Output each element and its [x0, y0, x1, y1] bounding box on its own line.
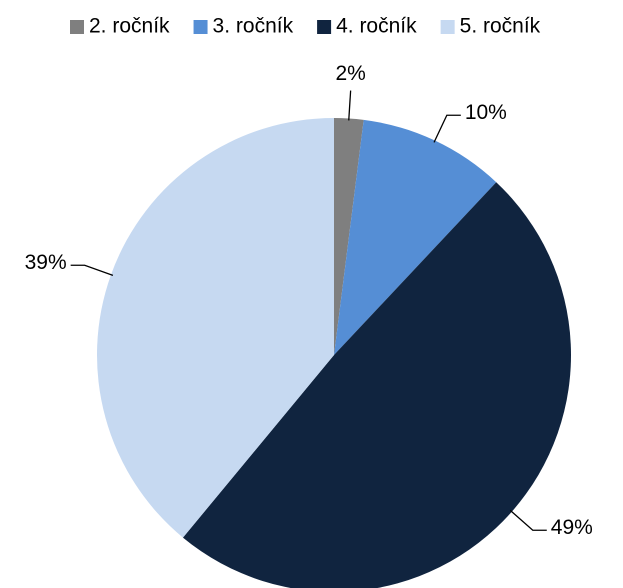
pie-slice: [334, 119, 497, 356]
pie-slice: [334, 118, 364, 355]
data-label: 10%: [465, 101, 507, 124]
data-label: 39%: [25, 251, 67, 274]
data-label: 49%: [551, 516, 593, 539]
pie-slice: [182, 182, 572, 588]
legend-label: 2. ročník: [89, 15, 170, 38]
data-label: 2%: [335, 62, 365, 85]
leader-line: [348, 90, 352, 121]
legend-label: 3. ročník: [213, 15, 294, 38]
legend-swatch: [317, 20, 332, 34]
legend-label: 4. ročník: [336, 15, 417, 38]
legend-swatch: [193, 20, 208, 34]
leader-line: [509, 509, 547, 531]
leader-line: [433, 114, 461, 143]
pie-slice: [97, 118, 334, 538]
leader-line: [70, 264, 114, 277]
legend-swatch: [440, 20, 455, 34]
legend-label: 5. ročník: [460, 15, 541, 38]
legend-swatch: [70, 20, 84, 34]
